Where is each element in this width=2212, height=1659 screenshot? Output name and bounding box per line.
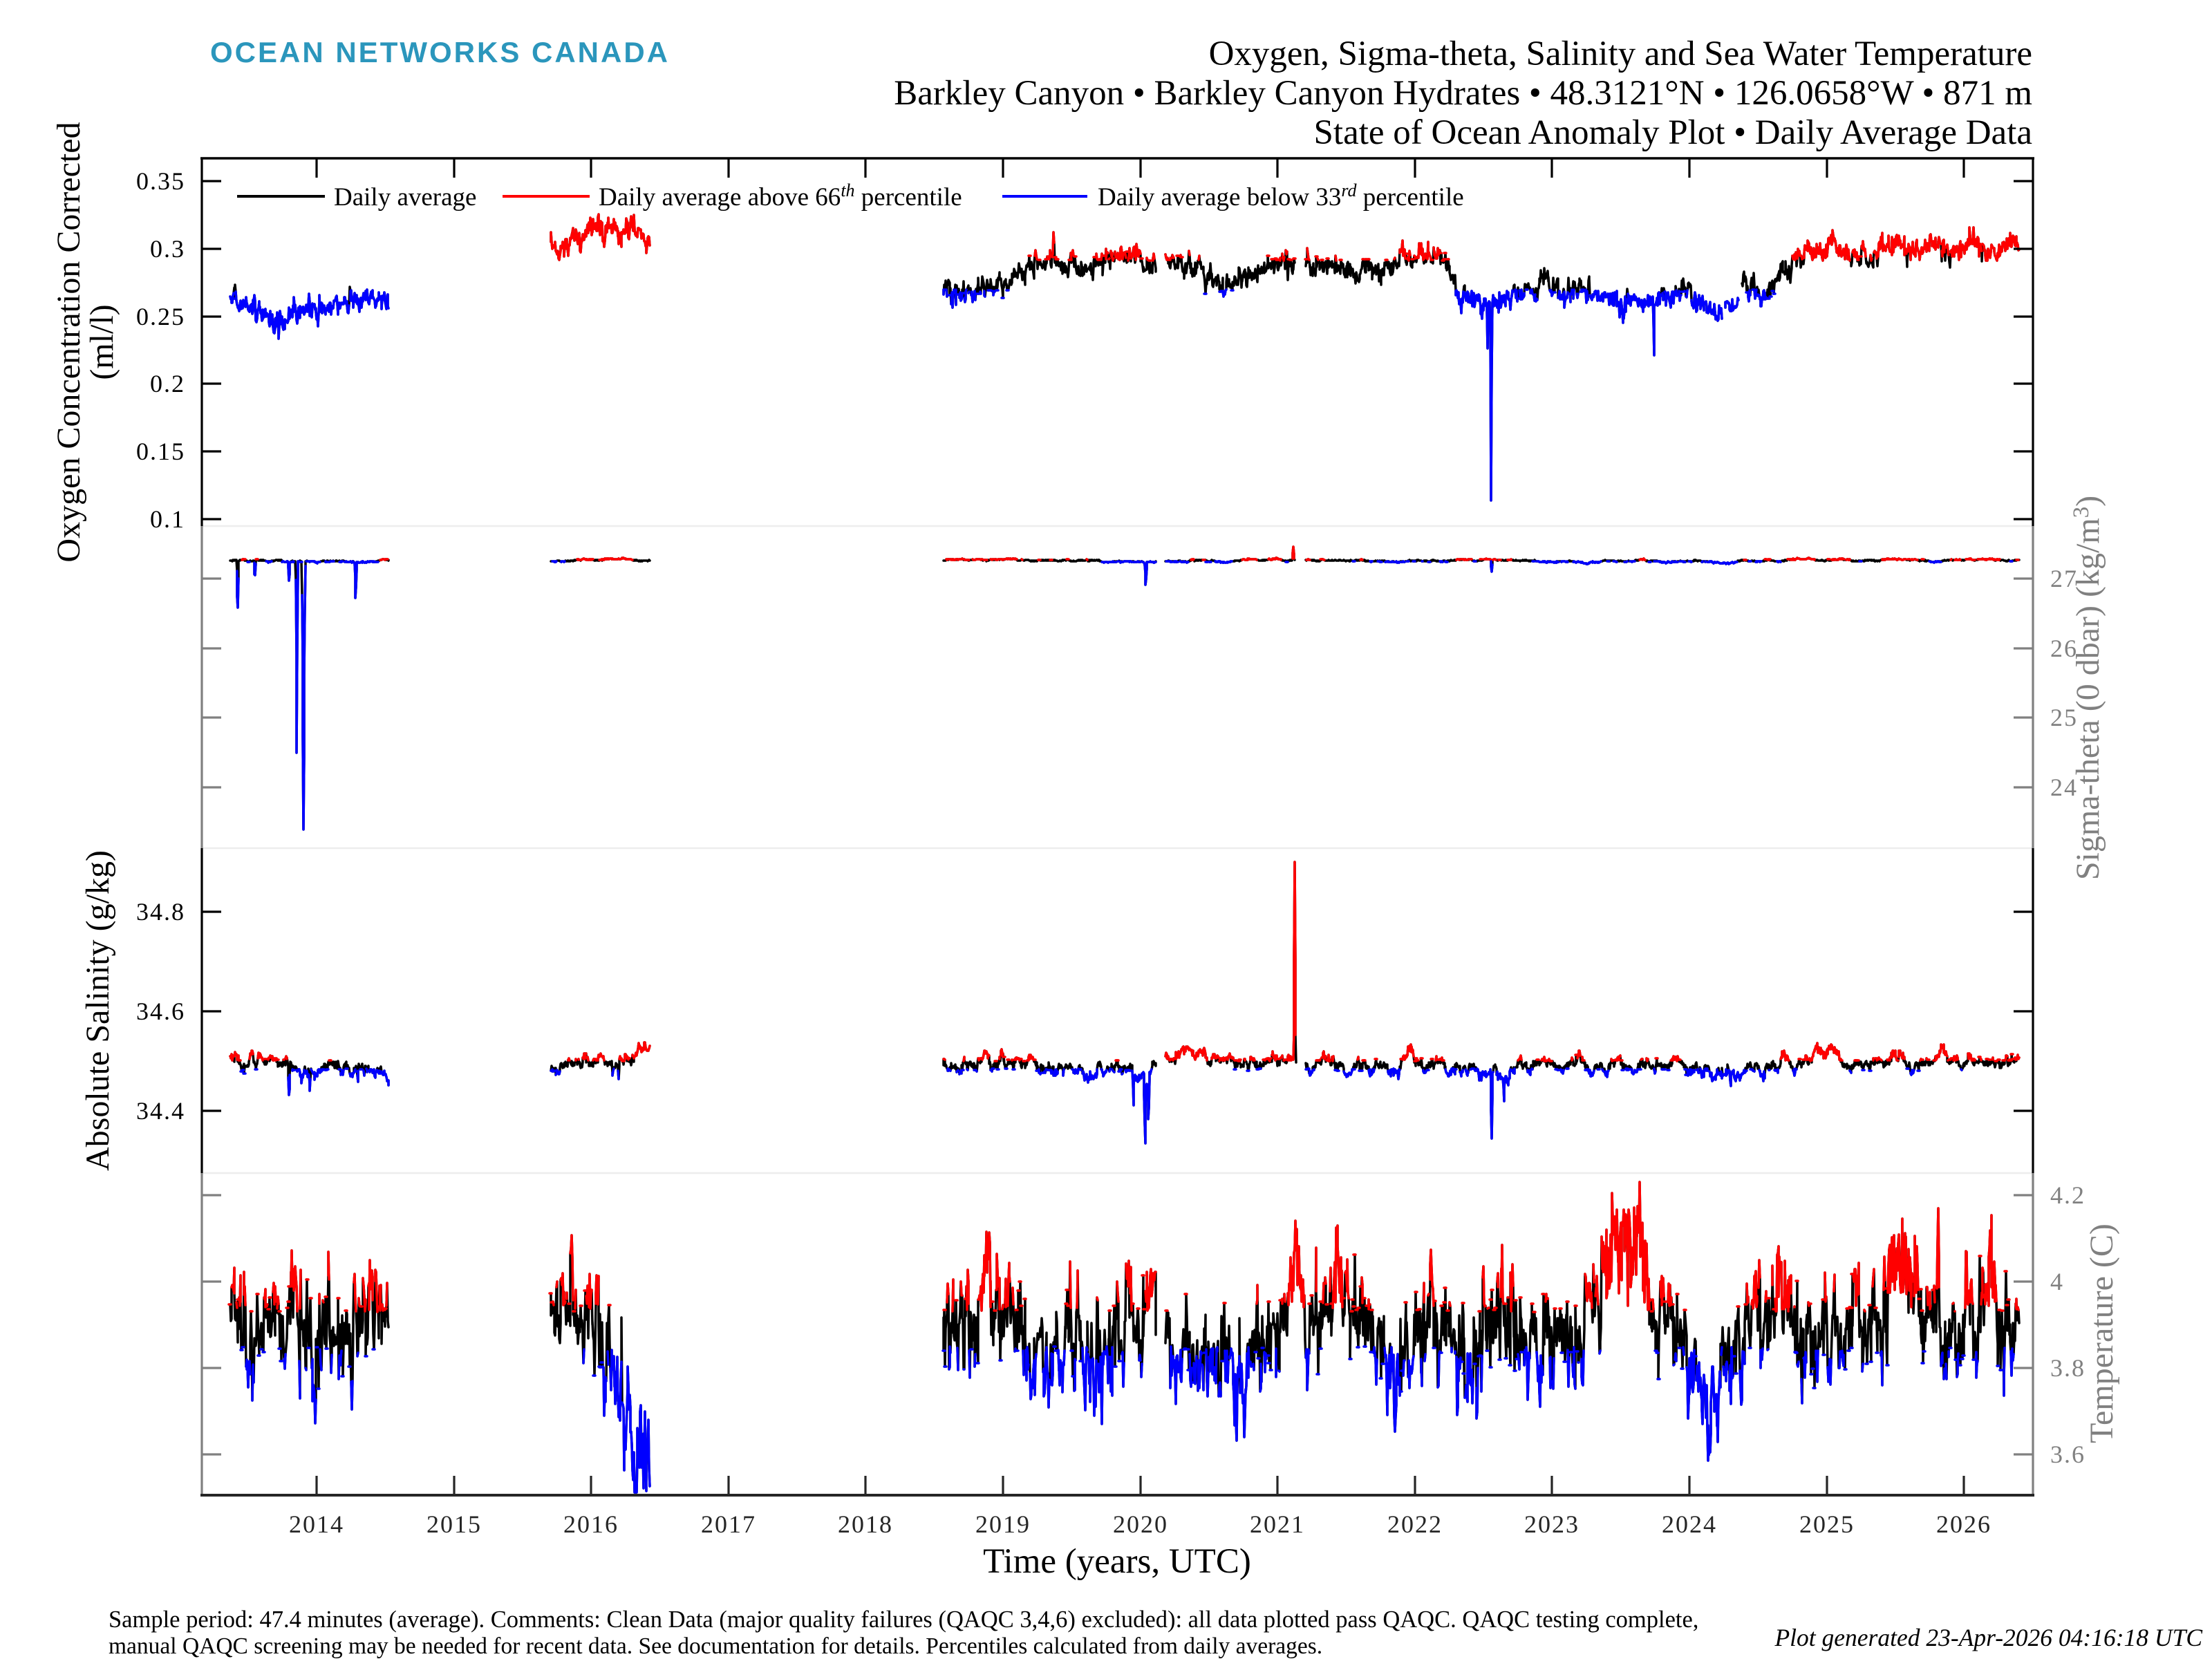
svg-text:3.6: 3.6 xyxy=(2050,1441,2086,1468)
svg-text:2021: 2021 xyxy=(1250,1510,1305,1538)
svg-text:Daily average above 66th perce: Daily average above 66th percentile xyxy=(599,180,962,212)
svg-text:Sample period: 47.4 minutes (a: Sample period: 47.4 minutes (average). C… xyxy=(109,1606,1698,1633)
svg-text:2024: 2024 xyxy=(1662,1510,1717,1538)
svg-text:(ml/l): (ml/l) xyxy=(84,304,120,379)
svg-text:0.2: 0.2 xyxy=(150,370,185,397)
svg-text:27: 27 xyxy=(2050,565,2078,592)
svg-text:Absolute Salinity (g/kg): Absolute Salinity (g/kg) xyxy=(79,850,116,1171)
svg-text:2015: 2015 xyxy=(427,1510,482,1538)
svg-text:2017: 2017 xyxy=(701,1510,756,1538)
svg-text:34.4: 34.4 xyxy=(136,1097,185,1125)
svg-text:2016: 2016 xyxy=(563,1510,619,1538)
svg-text:2020: 2020 xyxy=(1113,1510,1168,1538)
svg-text:Plot generated 23-Apr-2026 04:: Plot generated 23-Apr-2026 04:16:18 UTC xyxy=(1774,1624,2203,1651)
svg-text:24: 24 xyxy=(2050,774,2078,801)
svg-text:0.25: 0.25 xyxy=(136,303,185,330)
svg-text:Barkley Canyon • Barkley Canyo: Barkley Canyon • Barkley Canyon Hydrates… xyxy=(894,74,2032,113)
svg-text:Sigma-theta (0 dbar) (kg/m3): Sigma-theta (0 dbar) (kg/m3) xyxy=(2069,496,2106,880)
svg-text:2023: 2023 xyxy=(1524,1510,1580,1538)
svg-text:2022: 2022 xyxy=(1387,1510,1443,1538)
svg-text:0.15: 0.15 xyxy=(136,438,185,465)
svg-text:3.8: 3.8 xyxy=(2050,1354,2086,1382)
svg-text:OCEAN NETWORKS CANADA: OCEAN NETWORKS CANADA xyxy=(210,36,670,68)
svg-text:State of Ocean Anomaly Plot •: State of Ocean Anomaly Plot • Daily Aver… xyxy=(1314,113,2032,152)
svg-text:4: 4 xyxy=(2050,1268,2064,1295)
svg-text:Daily average: Daily average xyxy=(334,183,476,212)
svg-text:25: 25 xyxy=(2050,704,2078,731)
svg-text:0.1: 0.1 xyxy=(150,505,185,533)
svg-text:0.35: 0.35 xyxy=(136,167,185,195)
svg-text:Temperature (C): Temperature (C) xyxy=(2083,1224,2120,1443)
svg-text:manual QAQC screening may be n: manual QAQC screening may be needed for … xyxy=(109,1633,1322,1659)
svg-text:2026: 2026 xyxy=(1936,1510,1991,1538)
svg-text:2019: 2019 xyxy=(975,1510,1031,1538)
svg-text:Time (years, UTC): Time (years, UTC) xyxy=(983,1542,1251,1581)
svg-text:26: 26 xyxy=(2050,635,2078,662)
svg-text:0.3: 0.3 xyxy=(150,235,185,263)
svg-text:2014: 2014 xyxy=(289,1510,344,1538)
svg-text:Oxygen, Sigma-theta, Salinity: Oxygen, Sigma-theta, Salinity and Sea Wa… xyxy=(1209,35,2032,73)
svg-text:34.6: 34.6 xyxy=(136,997,185,1025)
svg-text:Daily average below 33rd perce: Daily average below 33rd percentile xyxy=(1098,180,1464,212)
svg-text:2025: 2025 xyxy=(1799,1510,1855,1538)
svg-text:Oxygen Concentration Corrected: Oxygen Concentration Corrected xyxy=(50,122,87,562)
svg-text:4.2: 4.2 xyxy=(2050,1181,2086,1209)
svg-text:34.8: 34.8 xyxy=(136,898,185,926)
svg-text:2018: 2018 xyxy=(838,1510,893,1538)
